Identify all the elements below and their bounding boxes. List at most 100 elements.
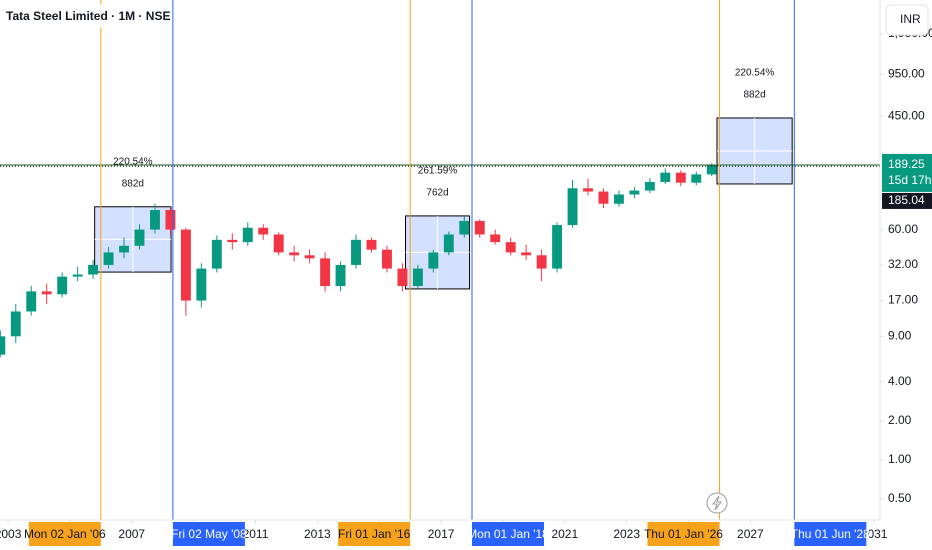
candle-body (88, 264, 99, 275)
date-marker-bg (472, 522, 545, 546)
x-tick-label: 2003 (0, 527, 22, 541)
date-marker: Mon 02 Jan '06 (24, 522, 106, 546)
x-tick-label: 2031 (861, 527, 888, 541)
chart-title: Tata Steel Limited · 1M · NSE (6, 9, 170, 23)
candle-body (613, 194, 624, 204)
prev-close-label: 185.04 (888, 193, 925, 207)
candle-body (289, 252, 300, 256)
candle-body (211, 239, 222, 269)
plot-area: 220.54% 882d 261.59% 762d 220.54% 882d (0, 0, 880, 520)
candle-body (134, 229, 145, 246)
currency-label[interactable]: INR (900, 12, 921, 26)
range-duration: 882d (743, 90, 765, 101)
x-tick-label: 2023 (613, 527, 640, 541)
range-change: 261.59% (418, 166, 458, 177)
date-marker-label: Thu 01 Jan '26 (644, 527, 723, 541)
candle-body (41, 291, 52, 295)
x-tick-label: 2021 (551, 527, 578, 541)
candle-body (412, 268, 423, 287)
countdown-label: 15d 17h (888, 173, 931, 187)
candle-body (335, 264, 346, 287)
x-tick-label: 2017 (428, 527, 455, 541)
candle-body (320, 258, 331, 287)
candle-body (598, 191, 609, 204)
range-change: 220.54% (113, 156, 153, 167)
range-duration: 882d (122, 178, 144, 189)
candle-body (196, 268, 207, 301)
candle-body (474, 220, 485, 235)
candle-body (26, 291, 37, 312)
candle-body (675, 172, 686, 183)
date-marker: Fri 02 May '08 (171, 522, 247, 546)
candle-body (57, 276, 68, 295)
y-tick-label: 450.00 (888, 108, 925, 122)
prev-close-tag (882, 192, 932, 209)
price-axis (880, 0, 932, 550)
candle-body (490, 234, 501, 243)
date-marker: Fri 01 Jan '16 (338, 522, 411, 546)
candle-body (119, 245, 129, 253)
axes: 0.50 1.00 2.00 4.00 9.00 17.00 32.00 60.00 450.0… (0, 26, 932, 546)
candle-body (443, 234, 454, 253)
candle-body (691, 174, 702, 183)
date-marker-bg (338, 522, 411, 546)
y-tick-label: 17.00 (888, 293, 918, 307)
candle-body (629, 190, 640, 195)
candle-body (351, 239, 361, 265)
candle-body (644, 181, 655, 191)
date-marker-label: Thu 01 Jun '28 (791, 527, 870, 541)
candle-body (428, 252, 439, 269)
x-tick-label: 2027 (737, 527, 764, 541)
x-tick-label: 2007 (118, 527, 145, 541)
y-tick-label: 60.00 (888, 222, 918, 236)
last-price-tag (882, 153, 932, 192)
candle-body (72, 274, 83, 277)
date-marker-label: Fri 02 May '08 (171, 527, 247, 541)
currency-button[interactable] (885, 4, 929, 36)
title-bg (0, 4, 150, 28)
date-marker-bg (647, 522, 720, 546)
candle-body (382, 249, 392, 269)
candle-body (273, 234, 284, 253)
candle-body (536, 255, 547, 269)
candle-body (583, 188, 593, 192)
y-tick-label: 9.00 (888, 329, 912, 343)
candle-body (150, 209, 160, 230)
date-marker: Thu 01 Jan '26 (644, 522, 723, 546)
candle-body (165, 209, 176, 230)
candle-body (103, 252, 114, 265)
lightning-icon[interactable] (706, 492, 728, 514)
candle-body (227, 239, 238, 243)
date-marker-label: Mon 02 Jan '06 (24, 527, 106, 541)
y-tick-label: 2.00 (888, 413, 912, 427)
candle-body (0, 336, 6, 355)
date-marker-label: Fri 01 Jan '16 (338, 527, 411, 541)
date-marker-label: Mon 01 Jan '18 (467, 527, 549, 541)
candle-body (706, 164, 717, 175)
candle-body (552, 225, 563, 269)
candle-body (258, 227, 269, 235)
candle-body (242, 227, 253, 243)
x-tick-label: 2013 (304, 527, 331, 541)
date-marker: Thu 01 Jun '28 (791, 522, 870, 546)
y-tick-label: 950.00 (888, 66, 925, 80)
candle-body (459, 220, 470, 235)
candle-body (521, 252, 532, 256)
candle-body (660, 172, 671, 182)
candle-body (304, 255, 315, 259)
candle-body (505, 242, 516, 253)
range-change: 220.54% (735, 68, 775, 79)
x-tick-label: 2011 (243, 527, 269, 541)
candle-body (180, 229, 191, 301)
y-tick-label: 1.00 (888, 452, 912, 466)
date-marker-bg (794, 522, 867, 546)
date-marker-bg (28, 522, 101, 546)
candle-body (397, 268, 408, 287)
candle-body (366, 239, 377, 250)
candle-body (10, 311, 21, 337)
candle-body (567, 188, 578, 226)
y-tick-label: 32.00 (888, 257, 918, 271)
y-tick-label: 4.00 (888, 374, 912, 388)
range-duration: 762d (426, 188, 448, 199)
